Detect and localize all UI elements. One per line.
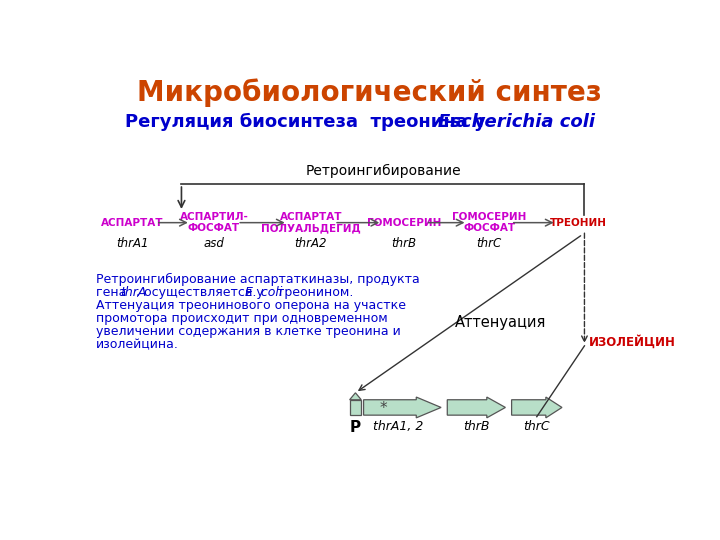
Polygon shape (447, 397, 505, 418)
Text: thrA1, 2: thrA1, 2 (373, 420, 423, 433)
Text: изолейцина.: изолейцина. (96, 338, 179, 351)
Text: Аттенуация: Аттенуация (455, 315, 546, 330)
Text: thrA: thrA (120, 286, 147, 299)
Text: увеличении содержания в клетке треонина и: увеличении содержания в клетке треонина … (96, 325, 401, 338)
Text: Ретроингибирование аспартаткиназы, продукта: Ретроингибирование аспартаткиназы, проду… (96, 273, 420, 286)
Text: *: * (379, 401, 387, 416)
Text: thrA1: thrA1 (117, 237, 149, 249)
Text: треонином.: треонином. (273, 286, 354, 299)
Text: Регуляция биосинтеза  треонина у: Регуляция биосинтеза треонина у (125, 112, 492, 131)
Text: Аттенуация треонинового оперона на участке: Аттенуация треонинового оперона на участ… (96, 299, 406, 312)
Text: E. coli: E. coli (245, 286, 282, 299)
Polygon shape (364, 397, 441, 418)
Text: , осуществляется у: , осуществляется у (137, 286, 269, 299)
Text: Escherichia coli: Escherichia coli (438, 112, 595, 131)
Polygon shape (512, 397, 562, 418)
Text: ГОМОСЕРИН
ФОСФАТ: ГОМОСЕРИН ФОСФАТ (452, 212, 526, 233)
Text: промотора происходит при одновременном: промотора происходит при одновременном (96, 312, 388, 325)
Text: АСПАРТАТ
ПОЛУАЛЬДЕГИД: АСПАРТАТ ПОЛУАЛЬДЕГИД (261, 212, 361, 233)
Text: thrC: thrC (523, 420, 550, 433)
Text: ТРЕОНИН: ТРЕОНИН (550, 218, 607, 228)
Text: thrA2: thrA2 (294, 237, 327, 249)
Text: ИЗОЛЕЙЦИН: ИЗОЛЕЙЦИН (589, 335, 676, 349)
Text: АСПАРТАТ: АСПАРТАТ (102, 218, 164, 228)
Text: thrB: thrB (463, 420, 490, 433)
Text: thrC: thrC (477, 237, 502, 249)
Text: АСПАРТИЛ-
ФОСФАТ: АСПАРТИЛ- ФОСФАТ (179, 212, 248, 233)
Text: гена: гена (96, 286, 130, 299)
Text: asd: asd (204, 237, 225, 249)
Text: Ретроингибирование: Ретроингибирование (305, 164, 461, 178)
Text: ГОМОСЕРИН: ГОМОСЕРИН (366, 218, 441, 228)
Polygon shape (350, 393, 361, 400)
Text: thrB: thrB (392, 237, 416, 249)
FancyBboxPatch shape (350, 400, 361, 415)
Text: Микробиологический синтез: Микробиологический синтез (137, 79, 601, 107)
Text: P: P (350, 420, 361, 435)
